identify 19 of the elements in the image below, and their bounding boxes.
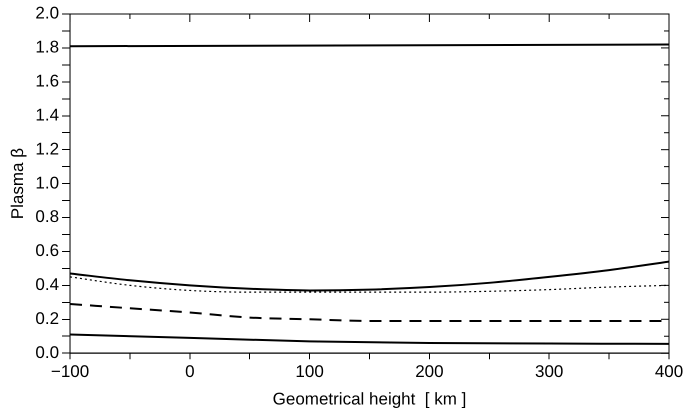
y-tick-label: 0.2 — [35, 308, 60, 328]
y-tick-label: 1.6 — [35, 72, 60, 91]
x-tick-label: 300 — [535, 362, 564, 382]
y-tick-label: 1.4 — [35, 105, 60, 124]
y-tick-label: 0.0 — [35, 342, 60, 362]
x-tick-label: 200 — [415, 362, 444, 382]
x-tick-label: 0 — [185, 362, 195, 382]
y-tick-label: 1.2 — [35, 139, 60, 158]
y-tick-label: 1.0 — [35, 173, 60, 192]
x-tick-label: 100 — [295, 362, 324, 382]
x-tick-label: −100 — [50, 362, 90, 382]
y-tick-label: 1.8 — [35, 38, 60, 57]
y-tick-label: 0.8 — [35, 207, 60, 226]
y-tick-label: 0.4 — [35, 275, 60, 294]
y-axis-title: Plasma β — [8, 148, 27, 220]
x-tick-label: 400 — [654, 362, 684, 382]
y-tick-label: 2.0 — [35, 4, 60, 23]
x-axis-title: Geometrical height [ km ] — [272, 389, 466, 408]
y-tick-label: 0.6 — [35, 241, 60, 260]
